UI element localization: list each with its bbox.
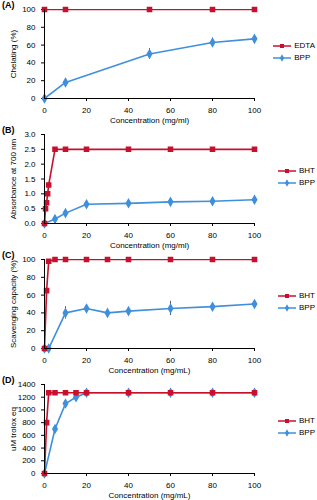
svg-text:20: 20 bbox=[27, 326, 36, 335]
svg-text:60: 60 bbox=[27, 41, 36, 50]
svg-text:400: 400 bbox=[22, 444, 36, 453]
html-text:BHT: BHT bbox=[299, 166, 315, 175]
html-text:EDTA: EDTA bbox=[294, 41, 315, 50]
svg-text:800: 800 bbox=[22, 418, 36, 427]
svg-text:1200: 1200 bbox=[18, 393, 36, 402]
svg-text:100: 100 bbox=[248, 481, 262, 490]
svg-text:0.0: 0.0 bbox=[24, 219, 36, 228]
html-text:BHT: BHT bbox=[299, 291, 315, 300]
svg-text:Concentration (mg/mL): Concentration (mg/mL) bbox=[109, 491, 191, 500]
svg-text:0: 0 bbox=[42, 106, 47, 115]
svg-text:1.0: 1.0 bbox=[24, 189, 36, 198]
svg-text:2.5: 2.5 bbox=[24, 145, 36, 154]
svg-text:60: 60 bbox=[27, 291, 36, 300]
svg-text:0: 0 bbox=[31, 469, 36, 478]
svg-text:100: 100 bbox=[248, 231, 262, 240]
svg-text:uM trolox eq: uM trolox eq bbox=[9, 407, 18, 451]
html-text:(C): (C) bbox=[2, 250, 15, 260]
svg-text:20: 20 bbox=[82, 481, 91, 490]
svg-text:40: 40 bbox=[27, 58, 36, 67]
svg-text:20: 20 bbox=[82, 106, 91, 115]
html-text:(A): (A) bbox=[2, 0, 15, 10]
svg-text:100: 100 bbox=[248, 106, 262, 115]
svg-text:80: 80 bbox=[208, 356, 217, 365]
svg-text:Concentration (mg/mL): Concentration (mg/mL) bbox=[109, 366, 191, 375]
svg-text:20: 20 bbox=[27, 76, 36, 85]
svg-text:Concentration (mg/ml): Concentration (mg/ml) bbox=[110, 116, 189, 125]
svg-text:Absorbance at 700 nm: Absorbance at 700 nm bbox=[9, 138, 18, 219]
svg-text:40: 40 bbox=[124, 356, 133, 365]
svg-text:Scavenging capacity (%): Scavenging capacity (%) bbox=[9, 260, 18, 348]
svg-text:40: 40 bbox=[27, 308, 36, 317]
html-text:(D): (D) bbox=[2, 375, 15, 385]
svg-text:1400: 1400 bbox=[18, 380, 36, 389]
svg-text:80: 80 bbox=[27, 23, 36, 32]
svg-text:60: 60 bbox=[166, 106, 175, 115]
svg-text:100: 100 bbox=[248, 356, 262, 365]
svg-text:1000: 1000 bbox=[18, 405, 36, 414]
svg-text:600: 600 bbox=[22, 431, 36, 440]
svg-text:Chelating (%): Chelating (%) bbox=[9, 29, 18, 78]
svg-text:80: 80 bbox=[27, 273, 36, 282]
svg-text:100: 100 bbox=[22, 5, 36, 14]
svg-text:0: 0 bbox=[42, 481, 47, 490]
html-text:BPP: BPP bbox=[294, 53, 311, 62]
svg-text:Concentration (mg/ml): Concentration (mg/ml) bbox=[110, 241, 189, 250]
svg-text:2.0: 2.0 bbox=[24, 160, 36, 169]
svg-text:80: 80 bbox=[208, 231, 217, 240]
svg-text:0: 0 bbox=[42, 356, 47, 365]
svg-text:0.5: 0.5 bbox=[24, 204, 36, 213]
svg-text:40: 40 bbox=[124, 106, 133, 115]
svg-text:20: 20 bbox=[82, 356, 91, 365]
svg-text:60: 60 bbox=[166, 231, 175, 240]
svg-text:20: 20 bbox=[82, 231, 91, 240]
html-text:(B): (B) bbox=[2, 125, 15, 135]
svg-text:0: 0 bbox=[42, 231, 47, 240]
svg-text:0: 0 bbox=[31, 344, 36, 353]
svg-text:60: 60 bbox=[166, 356, 175, 365]
svg-text:80: 80 bbox=[208, 481, 217, 490]
svg-text:40: 40 bbox=[124, 231, 133, 240]
svg-text:80: 80 bbox=[208, 106, 217, 115]
html-text:BHT: BHT bbox=[299, 416, 315, 425]
svg-text:0: 0 bbox=[31, 94, 36, 103]
svg-text:60: 60 bbox=[166, 481, 175, 490]
svg-text:3.0: 3.0 bbox=[24, 130, 36, 139]
svg-text:1.5: 1.5 bbox=[24, 175, 36, 184]
html-text:BPP: BPP bbox=[299, 178, 315, 187]
html-text:BPP: BPP bbox=[299, 428, 315, 437]
svg-text:100: 100 bbox=[22, 255, 36, 264]
svg-text:200: 200 bbox=[22, 456, 36, 465]
html-text:BPP: BPP bbox=[299, 303, 315, 312]
svg-text:40: 40 bbox=[124, 481, 133, 490]
